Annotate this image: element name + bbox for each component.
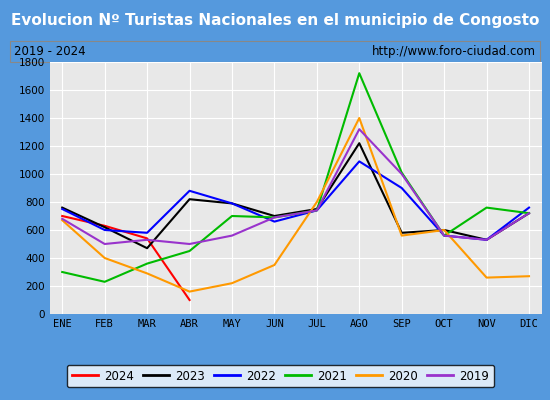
Legend: 2024, 2023, 2022, 2021, 2020, 2019: 2024, 2023, 2022, 2021, 2020, 2019 <box>67 365 494 387</box>
Text: 2019 - 2024: 2019 - 2024 <box>14 45 86 58</box>
Text: http://www.foro-ciudad.com: http://www.foro-ciudad.com <box>372 45 536 58</box>
Text: Evolucion Nº Turistas Nacionales en el municipio de Congosto: Evolucion Nº Turistas Nacionales en el m… <box>11 14 539 28</box>
